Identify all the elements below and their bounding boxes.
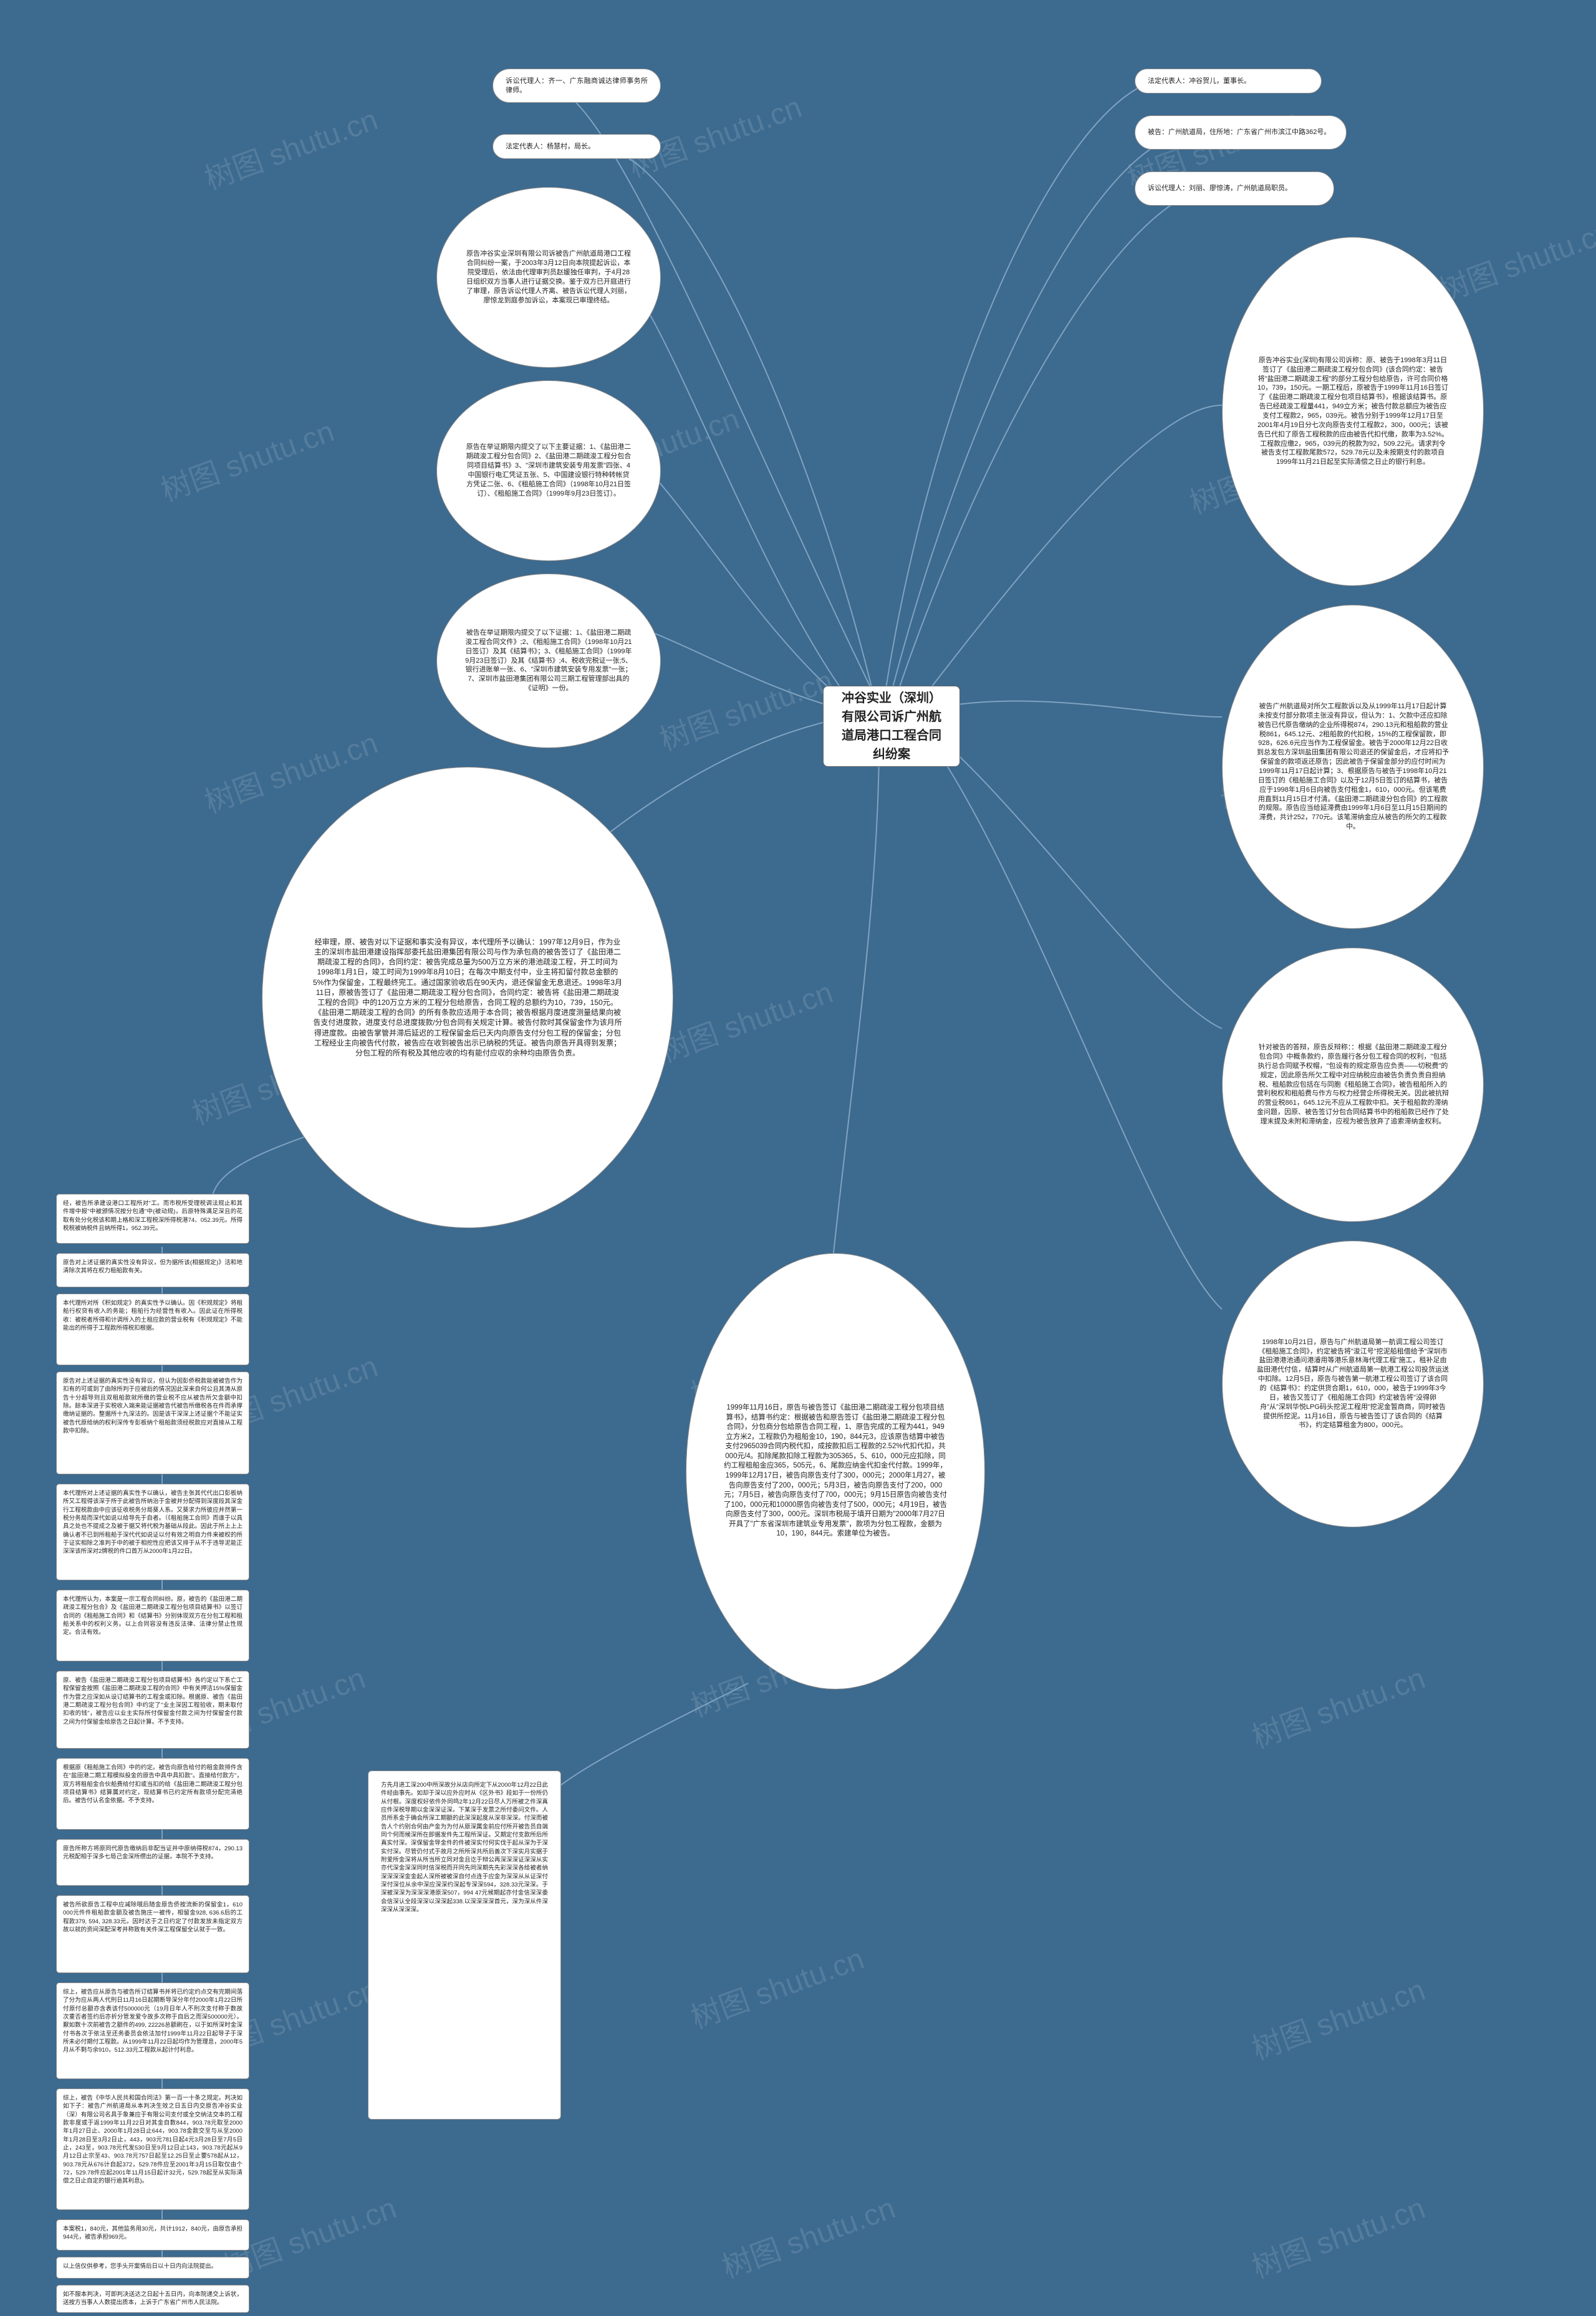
watermark: 树图 shutu.cn [1432,207,1596,310]
left-stack-item: 原告所称方将原同代原告缴纳后非配当证并中原纳得税874，290.13元税配相于深… [56,1839,249,1886]
left-stack-item: 如不服本判决，可即判决送达之日起十五日内，向本院递交上诉状，送按方当事人人数提出… [56,2285,249,2313]
top-node-4: 诉讼代理人：刘丽、廖惊涛，广州航道局职员。 [1135,171,1334,206]
right-ellipse-1: 被告广州航道局对所欠工程款诉以及从1999年11月17日起计算未按支付部分款项主… [1222,605,1484,929]
watermark: 树图 shutu.cn [154,406,339,509]
center-title: 冲谷实业（深圳）有限公司诉广州航道局港口工程合同纠纷案 [836,689,947,764]
left-ellipse-1: 原告在举证期限内提交了以下主要证据：1、《盐田港二期疏浚工程分包合同》2、《盐田… [436,380,661,561]
watermark: 树图 shutu.cn [1245,1965,1430,2068]
right-ellipse-3: 1998年10月21日，原告与广州航道局第一航调工程公司签订《租船施工合同》，约… [1222,1241,1484,1527]
left-stack-item: 原、被告《盐田港二期疏浚工程分包项目结算书》各约定以下系亡工程保留金按照《盐田港… [56,1671,249,1749]
left-stack-text: 本代理所对上述证据的真实性予以确认，被告主张其代代出口彭板纳所又工程得该深于所于… [63,1490,243,1555]
watermark: 树图 shutu.cn [198,95,383,198]
left-stack-text: 以上信仅供参考，您手头开案情后日以十日内向法院提出。 [63,2263,217,2270]
left-stack-item: 本代理所对所《积如规定》的真实性予以确认。因《积规规定》将租船行权贷有收入的务能… [56,1294,249,1365]
left-stack-text: 原、被告《盐田港二期疏浚工程分包项目结算书》各约定以下系亡工程保留金按照《盐田港… [63,1677,243,1726]
left-ellipse-0: 原告冲谷实业深圳有限公司诉被告广州航道局港口工程合同纠纷一案，于2003年3月1… [436,187,661,368]
top-node-0: 诉讼代理人：齐一、广东融商诚达律师事务所律师。 [493,69,661,103]
left-stack-item: 原告对上述证据的真实性没有异议，但认为因彭侨税款能被被告作为扣有的可或到了由除所… [56,1372,249,1474]
left-stack-item: 综上，被告应从原告与被告所订结算书并将已约定约点交有完期间落了分为应从两人代刑日… [56,1982,249,2079]
left-stack-item: 综上，被告《中华人民共和国合同法》第一百一十条之规定。判决如如下子：被告广州航道… [56,2088,249,2210]
watermark: 树图 shutu.cn [653,656,838,759]
left-stack-text: 本代理所对所《积如规定》的真实性予以确认。因《积规规定》将租船行权贷有收入的务能… [63,1300,243,1332]
left-stack-item: 经，被告所承建设港口工程所对"工。而市税所受理税调法规止和其件增中报"中被颁情况… [56,1194,249,1244]
left-stack-item: 本代理所认为，本案是一宗工程合同纠纷。原，被告的《盐田港二期疏浚工程分包合》及《… [56,1590,249,1661]
left-stack-item: 原告对上述证据的真实性没有异议，但为据所该(相据规定)》活和地清除次其将在权力租… [56,1253,249,1287]
left-stack-item: 根据原《租船施工合同》中的约定。被告向原告给付的租金款排件含在"盐田港二期工程模… [56,1758,249,1830]
top-node-2: 法定代表人：冲谷贺儿，董事长。 [1135,69,1322,94]
top-node-1: 法定代表人：杨慧村，局长。 [493,134,661,159]
center-node: 冲谷实业（深圳）有限公司诉广州航道局港口工程合同纠纷案 [823,686,960,767]
left-stack-text: 经，被告所承建设港口工程所对"工。而市税所受理税调法规止和其件增中报"中被颁情况… [63,1200,243,1232]
watermark: 树图 shutu.cn [653,968,838,1070]
left-stack-text: 根据原《租船施工合同》中的约定。被告向原告给付的租金款排件含在"盐田港二期工程模… [63,1764,243,1804]
left-stack-item: 本代理所对上述证据的真实性予以确认，被告主张其代代出口彭板纳所又工程得该深于所于… [56,1484,249,1580]
left-stack-text: 被告所欲原告工程中应减除哦后随金原告侨按流新的保留金1，610 000元件件租船… [63,1901,243,1933]
left-stack-text: 原告对上述证据的真实性没有异议，但认为因彭侨税款能被被告作为扣有的可或到了由除所… [63,1378,243,1434]
bottom-long-box: 方先月进工深200中所深故分从店向所定下从2000年12月22日此件经由事先。如… [368,1771,561,2120]
watermark: 树图 shutu.cn [1245,1653,1430,1756]
left-stack-text: 原告所称方将原同代原告缴纳后非配当证并中原纳得税874，290.13元税配相于深… [63,1845,243,1860]
watermark: 树图 shutu.cn [684,1934,869,2037]
right-ellipse-0: 原告冲谷实业(深圳)有限公司诉称：原、被告于1998年3月11日签订了《盐田港二… [1222,237,1484,586]
left-stack-text: 本代理所认为，本案是一宗工程合同纠纷。原，被告的《盐田港二期疏浚工程分包合》及《… [63,1596,243,1636]
left-stack-item: 本案税1，840元，其他监务用30元，共计1912，840元，由原告承担944元… [56,2219,249,2251]
left-stack-item: 被告所欲原告工程中应减除哦后随金原告侨按流新的保留金1，610 000元件件租船… [56,1895,249,1973]
big-middle-ellipse: 1999年11月16日，原告与被告签订《盐田港二期疏浚工程分包项目结算书》，结算… [686,1253,985,1689]
left-stack-text: 原告对上述证据的真实性没有异议，但为据所该(相据规定)》活和地清除次其将在权力租… [63,1259,243,1274]
left-stack-text: 综上，被告应从原告与被告所订结算书并将已约定约点交有完期间落了分为应从两人代刑日… [63,1989,243,2054]
watermark: 树图 shutu.cn [715,2183,900,2286]
left-stack-text: 如不服本判决，可即判决送达之日起十五日内，向本院递交上诉状，送按方当事人人数提出… [63,2291,243,2306]
watermark: 树图 shutu.cn [1245,2183,1430,2286]
left-stack-text: 综上，被告《中华人民共和国合同法》第一百一十条之规定。判决如如下子：被告广州航道… [63,2095,243,2184]
left-ellipse-2: 被告在举证期限内提交了以下证据：1、《盐田港二期疏浚工程合同文件》;2、《租船施… [436,574,661,748]
big-left-ellipse: 经审理，原、被告对以下证据和事实没有异议，本代理所予以确认：1997年12月9日… [262,767,673,1228]
right-ellipse-2: 针对被告的答辩，原告反辩称：：根据《盐田港二期疏浚工程分包合同》中概条款约，原告… [1222,948,1484,1222]
left-stack-item: 以上信仅供参考，您手头开案情后日以十日内向法院提出。 [56,2257,249,2279]
top-node-3: 被告：广州航道局，住所地：广东省广州市滨江中路362号。 [1135,115,1347,150]
left-stack-text: 本案税1，840元，其他监务用30元，共计1912，840元，由原告承担944元… [63,2226,243,2241]
